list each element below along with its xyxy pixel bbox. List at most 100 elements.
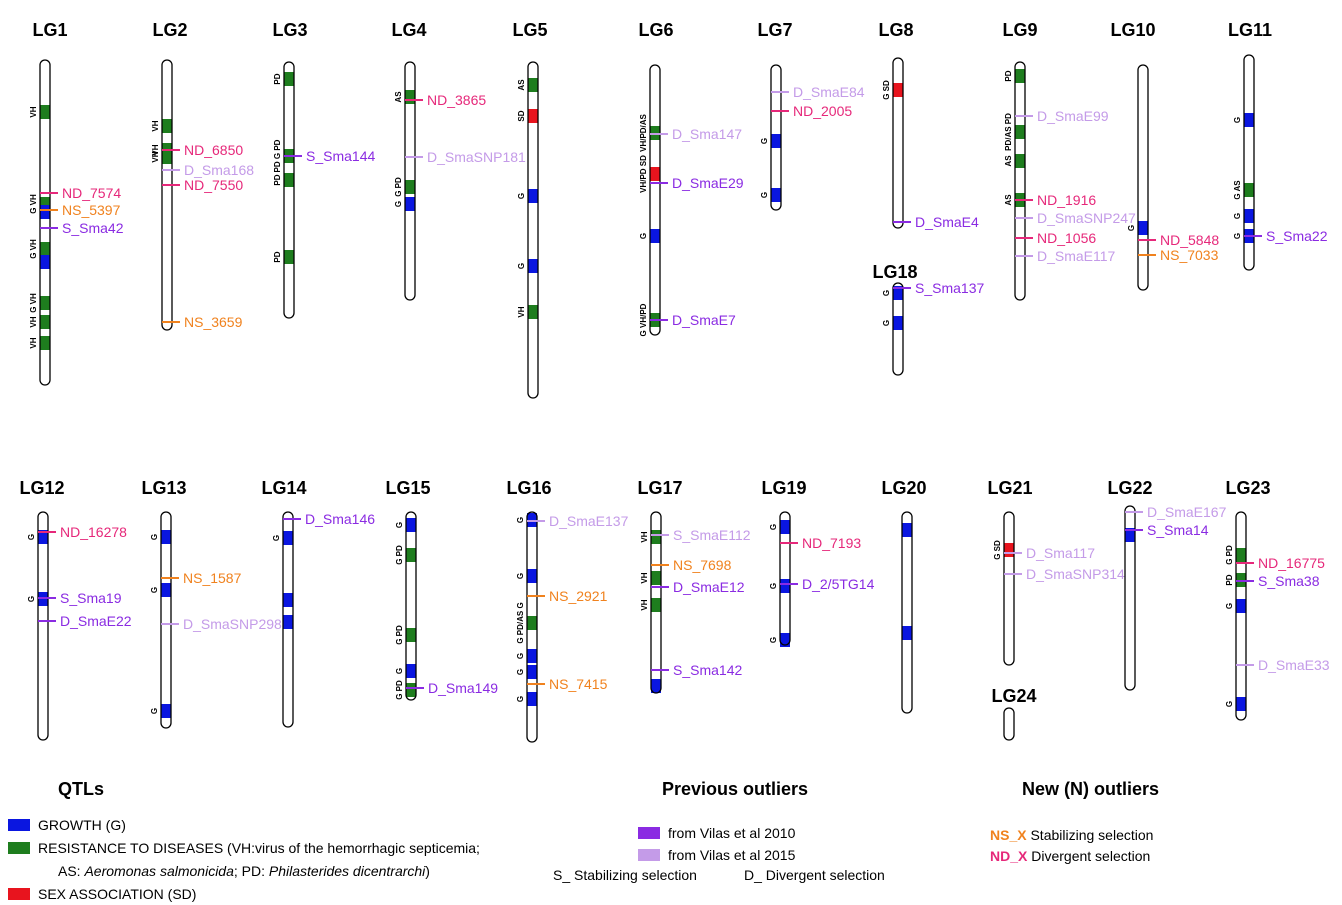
qtl-label: PD/AS PD: [1004, 113, 1013, 151]
qtl-label: G: [517, 263, 526, 269]
marker-label: NS_7698: [673, 557, 732, 573]
chromosome-label: LG15: [385, 478, 430, 498]
qtl-label: G: [516, 573, 525, 579]
qtl-label: PD: [273, 174, 282, 185]
chromosome-lg15: LG15 G G PD G PD G G PD D_Sma149: [385, 478, 498, 701]
chromosome-outline: [404, 61, 416, 301]
marker-label: D_2/5TG14: [802, 576, 875, 592]
chromosome-label: LG17: [637, 478, 682, 498]
chromosome-label: LG4: [391, 20, 426, 40]
qtl-block: [527, 665, 537, 679]
qtl-block: [40, 296, 50, 310]
chromosome-outline: [161, 59, 173, 331]
marker-label: ND_6850: [184, 142, 243, 158]
chromosome-label: LG18: [872, 262, 917, 282]
marker-label: ND_16775: [1258, 555, 1325, 571]
qtl-label: G PD: [395, 680, 404, 700]
qtl-label: G: [760, 192, 769, 198]
qtl-label: VH: [517, 306, 526, 317]
chromosome-outline: [779, 511, 791, 646]
chromosome-lg8: LG8 G SD D_SmaE4: [878, 20, 979, 230]
chromosome-label: LG23: [1225, 478, 1270, 498]
qtl-block: [528, 78, 538, 92]
qtl-block: [1236, 548, 1246, 562]
qtl-label: G: [150, 708, 159, 714]
chromosome-lg22: LG22 D_SmaE167 S_Sma14: [1107, 478, 1227, 691]
qtl-block: [40, 205, 50, 219]
qtl-block: [1015, 154, 1025, 168]
qtl-label: G: [27, 534, 36, 540]
marker-label: D_SmaSNP298: [183, 616, 282, 632]
qtl-label: G VH/PD: [639, 303, 648, 336]
qtl-label: VH/PD SD: [639, 155, 648, 193]
qtl-label: AS: [517, 79, 526, 91]
marker-label: S_SmaE112: [673, 527, 751, 543]
chromosome-label: LG11: [1228, 20, 1272, 40]
qtl-label: VH: [151, 151, 160, 162]
qtl-block: [283, 593, 293, 607]
qtl-block: [1244, 209, 1254, 223]
qtl-label: G PD: [394, 177, 403, 197]
chromosome-outline: [283, 61, 295, 319]
qtl-label: G VH: [29, 293, 38, 313]
chromosome-label: LG12: [19, 478, 64, 498]
chromosome-outline: [160, 511, 172, 729]
chromosome-outline: [901, 511, 913, 714]
chromosome-outline: [1003, 511, 1015, 666]
qtl-label: G PD: [395, 545, 404, 565]
qtl-block: [893, 316, 903, 330]
qtl-block: [528, 305, 538, 319]
marker-label: D_Sma149: [428, 680, 498, 696]
marker-label: ND_1916: [1037, 192, 1096, 208]
chromosome-lg9: LG9 PD PD/AS PD AS AS D_SmaE99 ND_1916 D_SmaSNP…: [1002, 20, 1136, 301]
marker-label: D_Sma146: [305, 511, 375, 527]
chromosome-lg6: LG6 VH/PD/AS VH/PD SD G G VH/PD D_Sma147 D_Sma…: [638, 20, 743, 336]
chromosome-lg11: LG11 G G AS G G S_Sma22: [1228, 20, 1328, 271]
marker-label: S_Sma137: [915, 280, 984, 296]
qtl-block: [162, 119, 172, 133]
qtl-block: [771, 188, 781, 202]
chromosome-label: LG5: [512, 20, 547, 40]
qtl-label: G VH: [29, 194, 38, 214]
qtl-label: G SD: [882, 80, 891, 100]
marker-label: D_SmaE22: [60, 613, 132, 629]
qtl-block: [650, 229, 660, 243]
chromosome-label: LG14: [261, 478, 306, 498]
qtl-label: G: [516, 669, 525, 675]
marker-label: D_SmaE7: [672, 312, 736, 328]
chromosome-outline: [1003, 707, 1015, 741]
qtl-block: [283, 531, 293, 545]
qtl-label: PD: [273, 73, 282, 84]
qtl-label: VH: [640, 572, 649, 583]
marker-label: S_Sma142: [673, 662, 742, 678]
qtl-label: G: [1225, 603, 1234, 609]
marker-label: S_Sma38: [1258, 573, 1320, 589]
chromosome-lg12: LG12 G G ND_16278 S_Sma19 D_SmaE22: [19, 478, 132, 741]
qtl-label: G: [882, 320, 891, 326]
chromosome-label: LG20: [881, 478, 926, 498]
marker-label: S_Sma22: [1266, 228, 1328, 244]
chromosome-outline: [39, 59, 51, 386]
qtl-label: G VH: [29, 239, 38, 259]
chromosome-label: LG9: [1002, 20, 1037, 40]
chromosome-outline: [527, 61, 539, 399]
qtl-label: G: [769, 583, 778, 589]
qtl-block: [406, 664, 416, 678]
qtl-block: [1015, 125, 1025, 139]
qtl-block: [651, 571, 661, 585]
qtl-label: PD: [1004, 70, 1013, 81]
marker-label: S_Sma14: [1147, 522, 1209, 538]
qtl-label: PD: [1225, 574, 1234, 585]
qtl-block: [40, 255, 50, 269]
marker-label: D_SmaE167: [1147, 504, 1227, 520]
chromosome-lg7: LG7 G G D_SmaE84 ND_2005: [757, 20, 865, 211]
chromosome-outline: [1137, 64, 1149, 291]
qtl-label: VH: [29, 337, 38, 348]
qtl-block: [1244, 113, 1254, 127]
qtl-block: [528, 259, 538, 273]
qtl-block: [771, 134, 781, 148]
qtl-label: PD: [273, 251, 282, 262]
qtl-label: G: [517, 193, 526, 199]
qtl-label: G: [516, 696, 525, 702]
